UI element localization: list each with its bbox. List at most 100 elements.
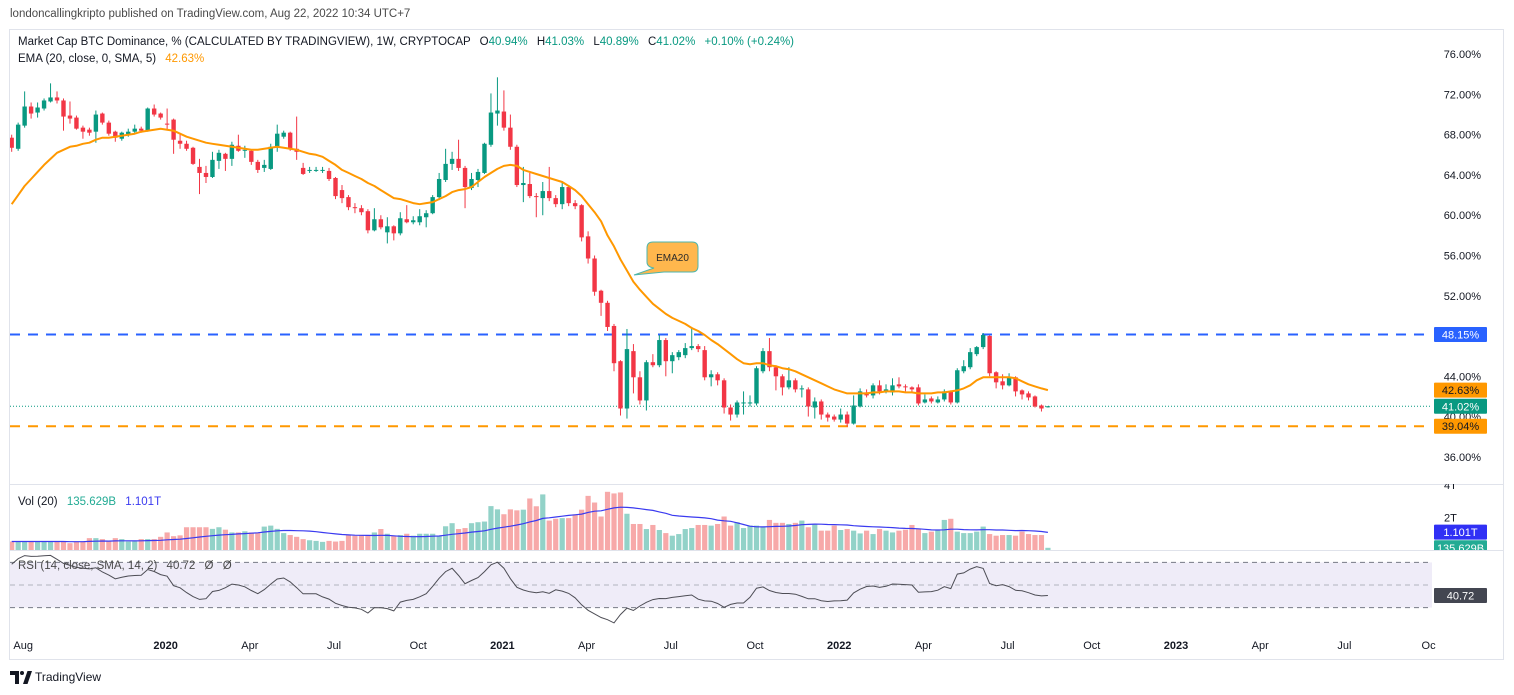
volume-bar — [371, 532, 377, 550]
candle-body — [469, 178, 474, 189]
volume-bar — [669, 535, 675, 550]
price-tick-label: 76.00% — [1444, 49, 1482, 61]
volume-bar — [805, 527, 811, 550]
volume-bar — [974, 531, 980, 550]
candle-body — [48, 97, 53, 102]
rsi-title[interactable]: RSI (14, close, SMA, 14, 2) — [18, 560, 158, 572]
candle-body — [423, 213, 429, 218]
candle — [423, 210, 429, 228]
price-tick-label: 64.00% — [1444, 170, 1482, 182]
candle — [715, 372, 720, 386]
candle — [67, 101, 73, 124]
candle — [87, 127, 92, 136]
volume-bar — [579, 509, 585, 550]
volume-bar — [106, 541, 112, 550]
volume-bar — [825, 530, 831, 550]
time-tick-label: Oct — [746, 640, 763, 652]
candle — [151, 104, 157, 117]
volume-bar — [527, 498, 533, 550]
candle — [553, 195, 558, 208]
symbol-title[interactable]: Market Cap BTC Dominance, % (CALCULATED … — [18, 36, 471, 48]
volume-bar — [656, 530, 662, 550]
volume-bar — [650, 524, 656, 550]
time-axis[interactable]: Aug 2020 Apr Jul Oct 2021 Apr Jul Oct 2022 Apr Jul O… — [13, 640, 1436, 652]
volume-bar — [889, 532, 896, 550]
rsi-axis[interactable]: 40.72 — [1434, 587, 1487, 603]
volume-bar — [611, 493, 617, 550]
price-label-bg — [1434, 398, 1487, 414]
candle — [540, 182, 545, 216]
ohlc-open: O40.94% — [480, 36, 528, 48]
volume-bar — [34, 541, 41, 550]
candle-body — [637, 377, 643, 401]
candle — [164, 108, 170, 130]
ohlc-open-value: 40.94% — [488, 36, 528, 48]
price-pane[interactable] — [9, 77, 1432, 428]
volume-bar — [86, 538, 93, 550]
candle-body — [942, 391, 947, 400]
volume-axis[interactable]: 4T 2T 1.101T 135.629B — [1434, 480, 1487, 555]
candle — [190, 146, 196, 165]
volume-bar — [909, 524, 915, 550]
volume-bar — [902, 529, 909, 550]
volume-title[interactable]: Vol (20) — [18, 496, 58, 508]
rsi-pane[interactable] — [10, 554, 1432, 624]
time-tick-label: Apr — [915, 640, 932, 652]
candle-body — [333, 177, 338, 197]
candle-body — [262, 164, 267, 168]
candle — [663, 338, 669, 377]
volume-bar — [883, 530, 889, 550]
price-axis[interactable]: 76.00% 72.00% 68.00% 64.00% 60.00% 56.00% 52.0… — [1434, 49, 1487, 464]
candle — [411, 216, 416, 225]
candle-body — [436, 178, 442, 198]
candle-body — [598, 290, 604, 303]
candle — [359, 205, 364, 216]
candle — [670, 352, 675, 374]
candle-body — [903, 386, 908, 388]
time-tick-label: Jul — [1337, 640, 1351, 652]
candle-body — [307, 169, 312, 171]
candle — [890, 378, 895, 396]
candle — [832, 414, 837, 422]
candle — [935, 396, 941, 404]
volume-bar — [747, 525, 753, 550]
ema20-callout[interactable]: EMA20 — [633, 241, 699, 276]
volume-bar — [93, 538, 99, 550]
volume-bar — [1012, 535, 1019, 550]
volume-bar — [695, 524, 701, 550]
candle — [203, 165, 209, 184]
candle-body — [559, 187, 565, 205]
time-tick-label: Jul — [1001, 640, 1015, 652]
candle — [508, 114, 513, 150]
candle — [391, 225, 397, 241]
candle — [449, 151, 455, 170]
candle-body — [15, 124, 21, 149]
candle-body — [456, 158, 461, 168]
volume-bar — [54, 541, 60, 550]
rsi-bands — [10, 561, 1432, 609]
candle-body — [696, 346, 701, 350]
candle — [249, 149, 254, 165]
candle-body — [184, 143, 189, 149]
volume-bar — [585, 495, 591, 550]
candle-body — [605, 302, 610, 327]
candle-body — [754, 368, 759, 404]
candle — [223, 152, 228, 171]
volume-label-text: 135.629B — [1437, 543, 1484, 555]
candle-body — [592, 258, 597, 292]
volume-bar — [779, 522, 785, 550]
candle — [158, 112, 163, 120]
price-axis-labels: 48.15% 42.63% 41.02% 39.04% — [1434, 327, 1487, 434]
candle — [436, 172, 442, 201]
candle-body — [404, 219, 409, 223]
volume-bar — [352, 535, 358, 550]
ema-title[interactable]: EMA (20, close, 0, SMA, 5) — [18, 53, 157, 65]
candle-body — [767, 351, 772, 368]
candle-body — [190, 147, 196, 164]
volume-bar — [274, 528, 280, 550]
volume-bar — [436, 535, 442, 550]
footer-brand[interactable]: TradingView — [10, 669, 101, 685]
volume-pane[interactable] — [9, 491, 1051, 550]
volume-bar — [734, 522, 740, 550]
